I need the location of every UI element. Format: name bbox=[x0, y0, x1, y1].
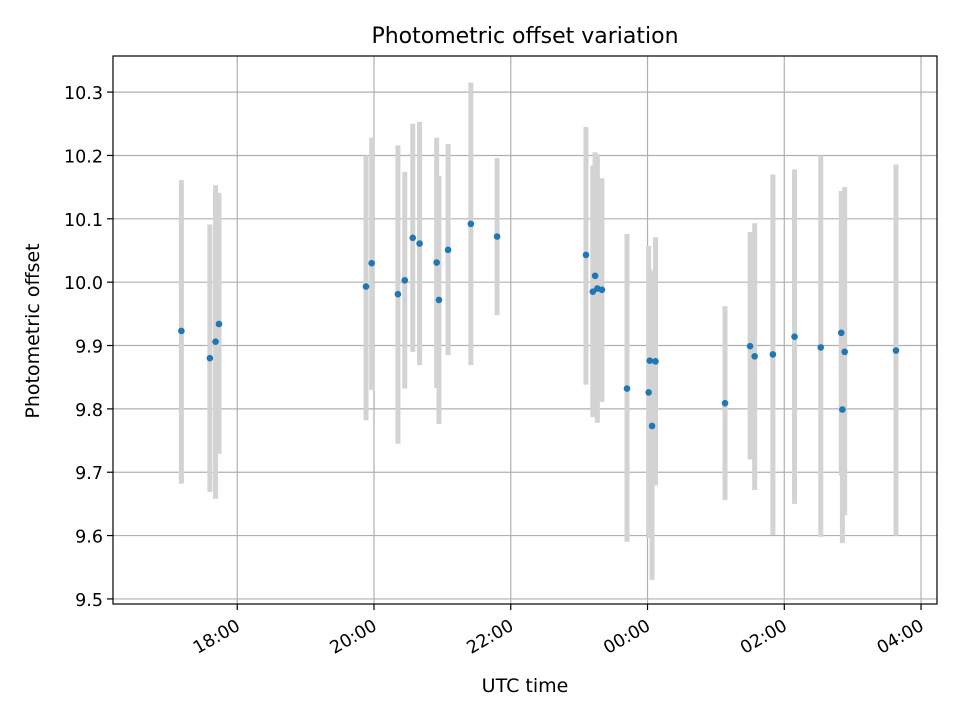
y-tick-label: 10.2 bbox=[64, 147, 103, 167]
data-point bbox=[215, 320, 223, 328]
y-tick-label: 9.6 bbox=[75, 528, 103, 548]
data-point bbox=[401, 276, 409, 284]
data-point bbox=[212, 338, 219, 346]
data-point bbox=[598, 286, 606, 294]
y-tick-label: 9.7 bbox=[75, 464, 103, 484]
y-tick-label: 9.9 bbox=[75, 338, 103, 358]
y-tick-label: 9.8 bbox=[75, 401, 103, 421]
data-point bbox=[791, 333, 798, 340]
data-point bbox=[645, 389, 652, 396]
data-point bbox=[769, 351, 777, 358]
y-tick-label: 10.3 bbox=[64, 84, 103, 104]
data-point bbox=[839, 406, 846, 413]
data-point bbox=[394, 290, 402, 298]
y-tick-label: 10.0 bbox=[64, 274, 103, 294]
plot-frame bbox=[112, 55, 938, 605]
data-point bbox=[362, 283, 370, 290]
data-point bbox=[467, 220, 475, 228]
data-point bbox=[409, 234, 417, 242]
data-point bbox=[178, 327, 185, 335]
data-point bbox=[416, 240, 423, 247]
data-point bbox=[623, 385, 631, 392]
data-point bbox=[892, 347, 900, 354]
data-point bbox=[751, 352, 758, 360]
data-point bbox=[652, 358, 659, 365]
data-points bbox=[178, 220, 900, 430]
y-tick-label: 9.5 bbox=[75, 591, 103, 611]
data-point bbox=[646, 357, 654, 365]
data-point bbox=[591, 272, 599, 280]
data-point bbox=[206, 354, 214, 362]
data-point bbox=[368, 259, 376, 267]
y-axis-label: Photometric offset bbox=[22, 243, 44, 418]
y-axis-ticks: 9.5 9.6 9.7 9.8 9.9 10.0 10.1 10.2 10.3 bbox=[64, 84, 113, 611]
data-point bbox=[433, 259, 440, 266]
data-point bbox=[721, 399, 729, 407]
data-point bbox=[493, 233, 501, 240]
data-point bbox=[435, 296, 443, 304]
x-axis-label: UTC time bbox=[482, 675, 569, 697]
data-point bbox=[817, 344, 825, 351]
chart-title: Photometric offset variation bbox=[371, 24, 678, 49]
data-point bbox=[582, 251, 590, 259]
data-point bbox=[648, 422, 656, 430]
data-point bbox=[841, 348, 848, 356]
data-point bbox=[444, 246, 452, 254]
y-tick-label: 10.1 bbox=[64, 211, 103, 231]
data-point bbox=[837, 329, 845, 337]
data-point bbox=[746, 342, 754, 350]
